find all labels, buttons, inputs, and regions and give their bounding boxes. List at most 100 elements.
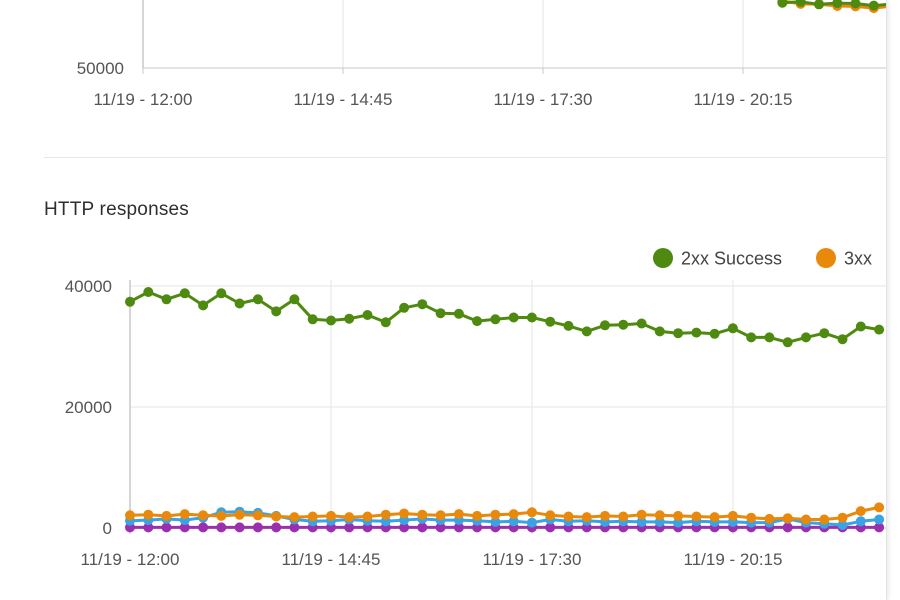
data-point-3xx[interactable] (490, 509, 501, 520)
data-point-4xx[interactable] (636, 516, 647, 527)
data-point-5xx[interactable] (417, 522, 428, 533)
data-point-3xx[interactable] (271, 511, 282, 522)
data-point-2xx[interactable] (453, 308, 464, 319)
data-point-2xx[interactable] (795, 0, 806, 7)
data-point-5xx[interactable] (399, 522, 410, 533)
data-point-2xx[interactable] (508, 312, 519, 323)
data-point-3xx[interactable] (673, 510, 684, 521)
data-point-2xx[interactable] (289, 294, 300, 305)
data-point-3xx[interactable] (782, 513, 793, 524)
data-point-3xx[interactable] (600, 510, 610, 521)
data-point-2xx[interactable] (832, 0, 843, 9)
data-point-3xx[interactable] (746, 512, 757, 523)
data-point-2xx[interactable] (673, 328, 684, 339)
data-point-3xx[interactable] (198, 510, 209, 521)
data-point-5xx[interactable] (143, 522, 154, 533)
data-point-2xx[interactable] (764, 332, 775, 343)
data-point-3xx[interactable] (362, 511, 373, 522)
data-point-2xx[interactable] (435, 308, 446, 319)
data-point-2xx[interactable] (691, 327, 702, 338)
data-point-4xx[interactable] (855, 516, 866, 527)
data-point-5xx[interactable] (545, 522, 556, 533)
data-point-5xx[interactable] (179, 522, 190, 533)
data-point-2xx[interactable] (179, 288, 190, 299)
data-point-3xx[interactable] (855, 506, 866, 517)
data-point-4xx[interactable] (837, 520, 848, 530)
data-point-2xx[interactable] (417, 299, 428, 310)
data-point-2xx[interactable] (636, 318, 647, 329)
data-point-3xx[interactable] (344, 512, 355, 523)
data-point-3xx[interactable] (654, 510, 665, 521)
data-point-2xx[interactable] (472, 316, 483, 327)
data-point-3xx[interactable] (709, 512, 720, 523)
data-point-3xx[interactable] (143, 509, 154, 520)
data-point-2xx[interactable] (143, 287, 154, 297)
data-point-2xx[interactable] (814, 0, 824, 10)
legend-item-2xx[interactable]: 2xx Success (653, 248, 782, 269)
data-point-2xx[interactable] (746, 332, 757, 343)
data-point-2xx[interactable] (234, 298, 245, 309)
data-point-2xx[interactable] (271, 306, 282, 317)
data-point-2xx[interactable] (161, 294, 172, 305)
data-point-3xx[interactable] (380, 509, 391, 520)
data-point-3xx[interactable] (453, 509, 464, 520)
data-point-2xx[interactable] (782, 337, 793, 348)
data-point-5xx[interactable] (289, 522, 300, 533)
data-point-2xx[interactable] (581, 326, 592, 337)
data-point-3xx[interactable] (472, 510, 483, 521)
data-point-2xx[interactable] (216, 288, 227, 299)
data-point-2xx[interactable] (198, 300, 209, 311)
data-point-2xx[interactable] (252, 294, 263, 305)
data-point-3xx[interactable] (727, 510, 738, 521)
data-point-4xx[interactable] (874, 514, 885, 525)
data-point-2xx[interactable] (874, 324, 885, 335)
data-point-3xx[interactable] (125, 510, 135, 521)
data-point-3xx[interactable] (508, 509, 519, 520)
data-point-3xx[interactable] (618, 511, 629, 522)
data-point-3xx[interactable] (545, 510, 556, 521)
data-point-3xx[interactable] (399, 508, 410, 519)
data-point-5xx[interactable] (161, 522, 172, 533)
data-point-3xx[interactable] (252, 510, 263, 521)
data-point-2xx[interactable] (380, 317, 391, 328)
data-point-4xx[interactable] (526, 517, 537, 528)
data-point-3xx[interactable] (691, 511, 702, 522)
data-point-3xx[interactable] (289, 512, 300, 523)
data-point-3xx[interactable] (435, 510, 446, 521)
data-point-2xx[interactable] (618, 319, 629, 330)
data-point-2xx[interactable] (855, 321, 866, 332)
data-point-2xx[interactable] (819, 328, 830, 339)
data-point-3xx[interactable] (636, 509, 647, 520)
data-point-2xx[interactable] (307, 314, 318, 325)
data-point-3xx[interactable] (307, 511, 318, 522)
data-point-3xx[interactable] (526, 507, 537, 518)
data-point-2xx[interactable] (563, 320, 574, 331)
data-point-5xx[interactable] (234, 522, 245, 533)
data-point-5xx[interactable] (252, 522, 263, 533)
data-point-3xx[interactable] (161, 510, 172, 521)
data-point-2xx[interactable] (727, 323, 738, 334)
data-point-2xx[interactable] (326, 315, 336, 326)
data-point-5xx[interactable] (344, 522, 355, 533)
data-point-5xx[interactable] (216, 522, 227, 533)
data-point-3xx[interactable] (179, 509, 190, 520)
data-point-5xx[interactable] (874, 522, 885, 533)
data-point-2xx[interactable] (654, 326, 665, 337)
data-point-3xx[interactable] (819, 514, 830, 525)
data-point-2xx[interactable] (490, 314, 501, 325)
data-point-4xx[interactable] (508, 516, 519, 527)
data-point-2xx[interactable] (362, 310, 373, 320)
data-point-3xx[interactable] (764, 513, 775, 524)
data-point-5xx[interactable] (271, 522, 282, 533)
data-point-3xx[interactable] (216, 510, 227, 521)
data-point-2xx[interactable] (868, 0, 879, 11)
data-point-4xx[interactable] (490, 516, 501, 527)
data-point-2xx[interactable] (399, 302, 410, 313)
data-point-5xx[interactable] (435, 522, 446, 533)
data-point-2xx[interactable] (801, 332, 811, 343)
data-point-2xx[interactable] (837, 334, 848, 345)
data-point-3xx[interactable] (837, 512, 848, 523)
data-point-3xx[interactable] (417, 509, 428, 520)
data-point-3xx[interactable] (801, 514, 811, 525)
data-point-2xx[interactable] (850, 0, 861, 9)
